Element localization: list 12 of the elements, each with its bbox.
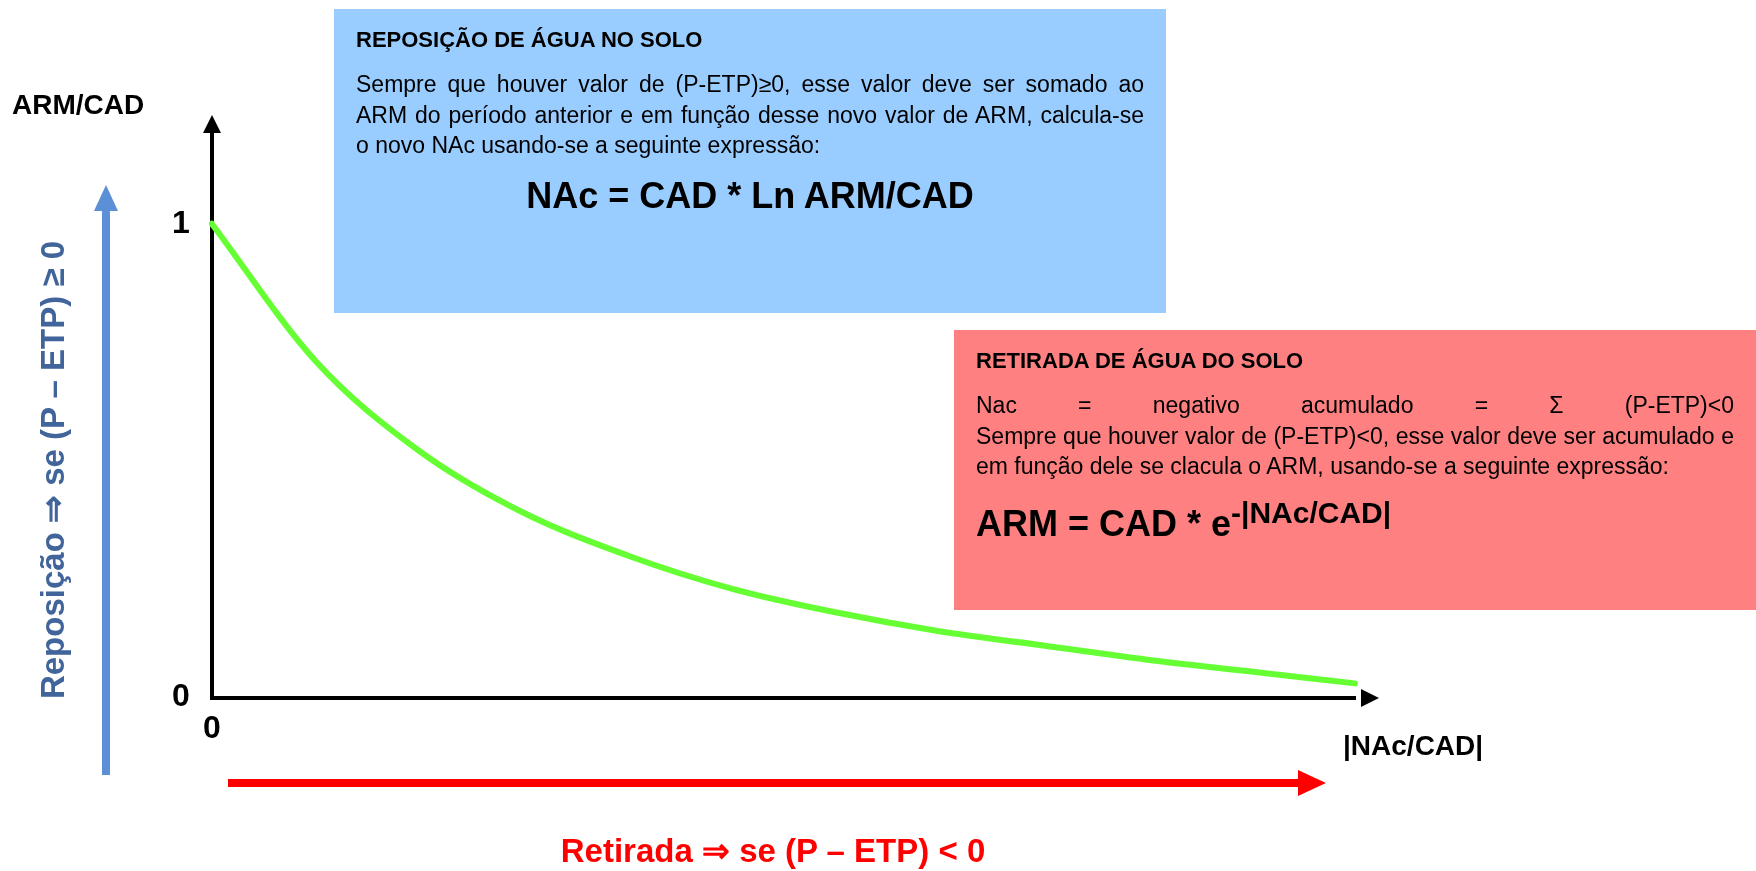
annotation: ARM = CAD * e$^{-|NAc/CAD|}$ xyxy=(976,495,1393,545)
y-axis-title: ARM/CAD xyxy=(12,89,145,121)
annotation: Sempre que houver valor de (P-ETP)≥0, esse valor deve ser somado ao ARM do período anterior e em função desse novo valor de ARM, calcula-se o novo NAc usando-se a seguinte expressão: xyxy=(356,70,1144,161)
annotation: Sempre que houver valor de (P-ETP)<0, esse valor deve ser acumulado e em função dele se clacula o ARM, usando-se a seguinte expressão: xyxy=(976,421,1734,482)
text: Retirada ⇒ se (P – ETP) < 0 xyxy=(560,830,986,870)
x-axis-title: |NAc/CAD| xyxy=(1343,729,1484,762)
annotation: NAc = CAD * Ln ARM/CAD xyxy=(525,174,975,217)
y-tick-label: 1 xyxy=(172,203,190,240)
annotation: RETIRADA DE ÁGUA DO SOLO xyxy=(976,348,1305,374)
text: REPOSIÇÃO DE ÁGUA NO SOLO xyxy=(356,27,704,53)
annotation: Nac = negativo acumulado = Σ (P-ETP)<0 xyxy=(976,391,1734,420)
text: Reposição ⇒ se (P – ETP) ≥ 0 xyxy=(32,240,72,700)
